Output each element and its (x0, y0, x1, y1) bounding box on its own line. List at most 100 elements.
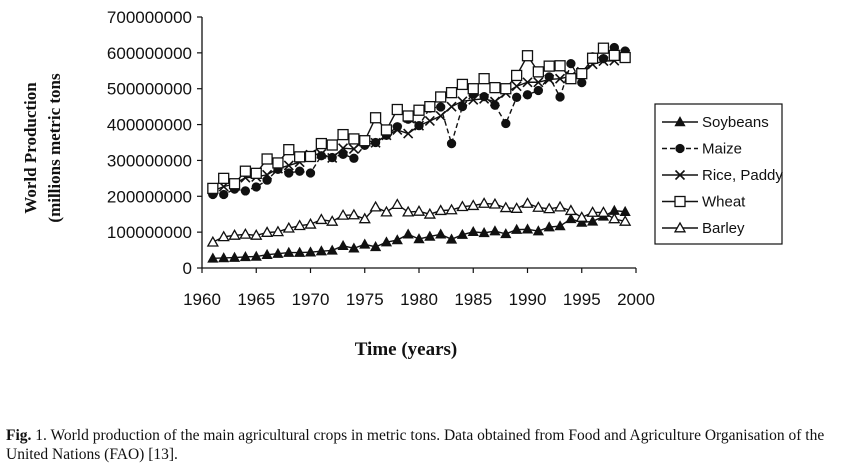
legend-box (654, 103, 783, 245)
data-point-maize (284, 168, 294, 178)
data-point-barley (228, 229, 241, 240)
data-point-wheat (456, 78, 469, 91)
legend-item-rice-paddy: Rice, Paddy (662, 167, 783, 184)
y-tick-label: 500000000 (107, 80, 192, 99)
data-point-barley (304, 217, 317, 229)
data-point-wheat (478, 73, 490, 85)
data-point-maize (555, 92, 565, 102)
series-soybeans (207, 204, 631, 263)
data-point-barley (477, 197, 491, 208)
data-point-soybeans (326, 244, 338, 255)
data-point-barley (499, 201, 512, 213)
data-point-maize (294, 166, 305, 176)
data-point-wheat (218, 172, 230, 185)
legend-label: Barley (702, 220, 745, 237)
data-point-wheat (272, 157, 284, 169)
data-point-maize (305, 168, 316, 178)
data-point-wheat (380, 124, 393, 136)
data-point-wheat (337, 128, 349, 141)
data-point-maize (338, 149, 348, 159)
data-point-wheat (391, 103, 403, 116)
data-point-wheat (413, 104, 425, 116)
y-tick-label: 300000000 (107, 151, 192, 170)
data-point-rice-paddy (283, 160, 294, 171)
data-point-barley (217, 230, 230, 242)
data-point-rice-paddy (435, 110, 446, 122)
data-point-wheat (293, 151, 306, 163)
data-point-rice-paddy (468, 94, 479, 105)
data-point-maize (436, 102, 446, 112)
legend-label: Wheat (702, 194, 746, 211)
legend-label: Maize (702, 141, 742, 158)
data-point-barley (369, 200, 382, 212)
data-point-wheat (445, 87, 458, 99)
data-point-soybeans (402, 228, 414, 239)
data-point-barley (521, 197, 534, 208)
x-tick-label: 1970 (292, 290, 330, 309)
data-point-barley (423, 207, 436, 219)
data-point-barley (575, 211, 588, 222)
data-point-wheat (489, 81, 501, 94)
data-point-wheat (532, 66, 544, 78)
data-point-rice-paddy (316, 148, 327, 160)
data-point-barley (456, 200, 469, 212)
data-point-wheat (521, 50, 534, 62)
x-tick-label: 1990 (509, 290, 547, 309)
data-point-rice-paddy (489, 96, 501, 107)
data-point-wheat (250, 167, 262, 179)
data-point-rice-paddy (544, 74, 555, 85)
data-point-soybeans (218, 252, 230, 263)
data-point-soybeans (207, 252, 219, 263)
legend-item-soybeans: Soybeans (662, 114, 769, 131)
x-axis-label: Time (years) (355, 339, 458, 360)
data-point-soybeans (413, 233, 425, 244)
data-point-soybeans (532, 225, 544, 236)
data-point-wheat (228, 178, 241, 190)
data-point-rice-paddy (533, 77, 544, 88)
data-point-maize (533, 85, 543, 96)
data-point-rice-paddy (598, 56, 609, 67)
data-point-wheat (304, 150, 317, 163)
data-point-barley (391, 198, 404, 210)
data-point-barley (553, 200, 567, 212)
data-point-rice-paddy (457, 96, 468, 107)
data-point-barley (597, 206, 610, 217)
data-point-maize (566, 58, 576, 69)
data-point-barley (336, 208, 350, 220)
data-point-barley (326, 215, 339, 226)
data-point-wheat (359, 135, 371, 147)
data-point-barley (206, 235, 219, 247)
data-point-soybeans (283, 246, 295, 257)
legend-label: Soybeans (702, 114, 769, 131)
data-point-soybeans (250, 250, 262, 261)
data-point-soybeans (261, 248, 273, 259)
data-point-barley (358, 212, 371, 224)
data-point-barley (586, 206, 599, 217)
legend-item-wheat: Wheat (662, 194, 746, 211)
data-point-maize (219, 189, 229, 200)
data-point-wheat (467, 83, 479, 95)
figure-caption: Fig. 1. World production of the main agr… (6, 426, 846, 464)
data-point-soybeans (554, 220, 566, 231)
data-point-maize (512, 92, 522, 102)
legend-marker-maize (675, 143, 685, 154)
y-tick-labels: 0 100000000 200000000 300000000 400000000 500… (107, 8, 202, 278)
data-point-maize (457, 101, 468, 112)
data-point-soybeans (294, 246, 306, 257)
legend-item-barley: Barley (662, 220, 745, 237)
legend-item-maize: Maize (662, 141, 742, 158)
y-axis-label: World Production (21, 82, 40, 214)
data-point-barley (250, 229, 263, 240)
data-point-wheat (326, 139, 338, 151)
data-point-maize (522, 90, 533, 100)
data-point-barley (260, 226, 274, 237)
data-point-barley (347, 208, 361, 220)
data-point-barley (282, 221, 295, 233)
x-tick-label: 1960 (183, 290, 221, 309)
data-point-soybeans (586, 215, 599, 226)
data-point-wheat (565, 73, 577, 85)
data-point-soybeans (380, 236, 393, 247)
y-axis-label-units: (millions metric tons (45, 73, 64, 223)
x-tick-label: 1975 (346, 290, 384, 309)
data-point-rice-paddy (403, 128, 414, 139)
